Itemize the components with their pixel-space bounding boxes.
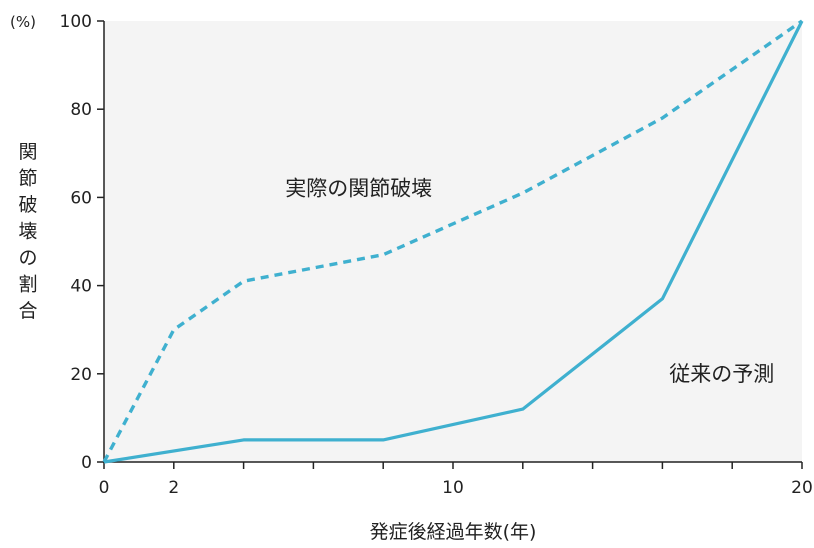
series-annotation: 実際の関節破壊 bbox=[285, 177, 432, 201]
y-tick-label: 100 bbox=[60, 12, 92, 32]
series-layer bbox=[102, 19, 804, 464]
series-line-actual bbox=[102, 19, 803, 463]
series-line-predicted bbox=[103, 20, 804, 464]
y-axis-ticks: 0 20 40 60 80 100 bbox=[60, 12, 104, 473]
y-tick-label: 0 bbox=[81, 453, 92, 473]
x-tick-label: 10 bbox=[442, 478, 464, 498]
y-tick-label: 60 bbox=[70, 188, 92, 208]
x-tick-label: 20 bbox=[791, 478, 813, 498]
y-tick-label: 80 bbox=[70, 100, 92, 120]
y-axis-unit: (%) bbox=[10, 13, 36, 31]
plot-area bbox=[104, 21, 802, 462]
x-axis-title: 発症後経過年数(年) bbox=[370, 521, 537, 543]
x-tick-label: 2 bbox=[168, 478, 179, 498]
x-tick-label: 0 bbox=[99, 478, 110, 498]
series-annotation: 従来の予測 bbox=[669, 362, 774, 386]
y-tick-label: 40 bbox=[70, 277, 92, 297]
x-axis-ticks: 0 2 10 20 bbox=[99, 462, 813, 498]
y-tick-label: 20 bbox=[70, 365, 92, 385]
y-axis-title: 関節破壊の割合 bbox=[18, 141, 37, 322]
